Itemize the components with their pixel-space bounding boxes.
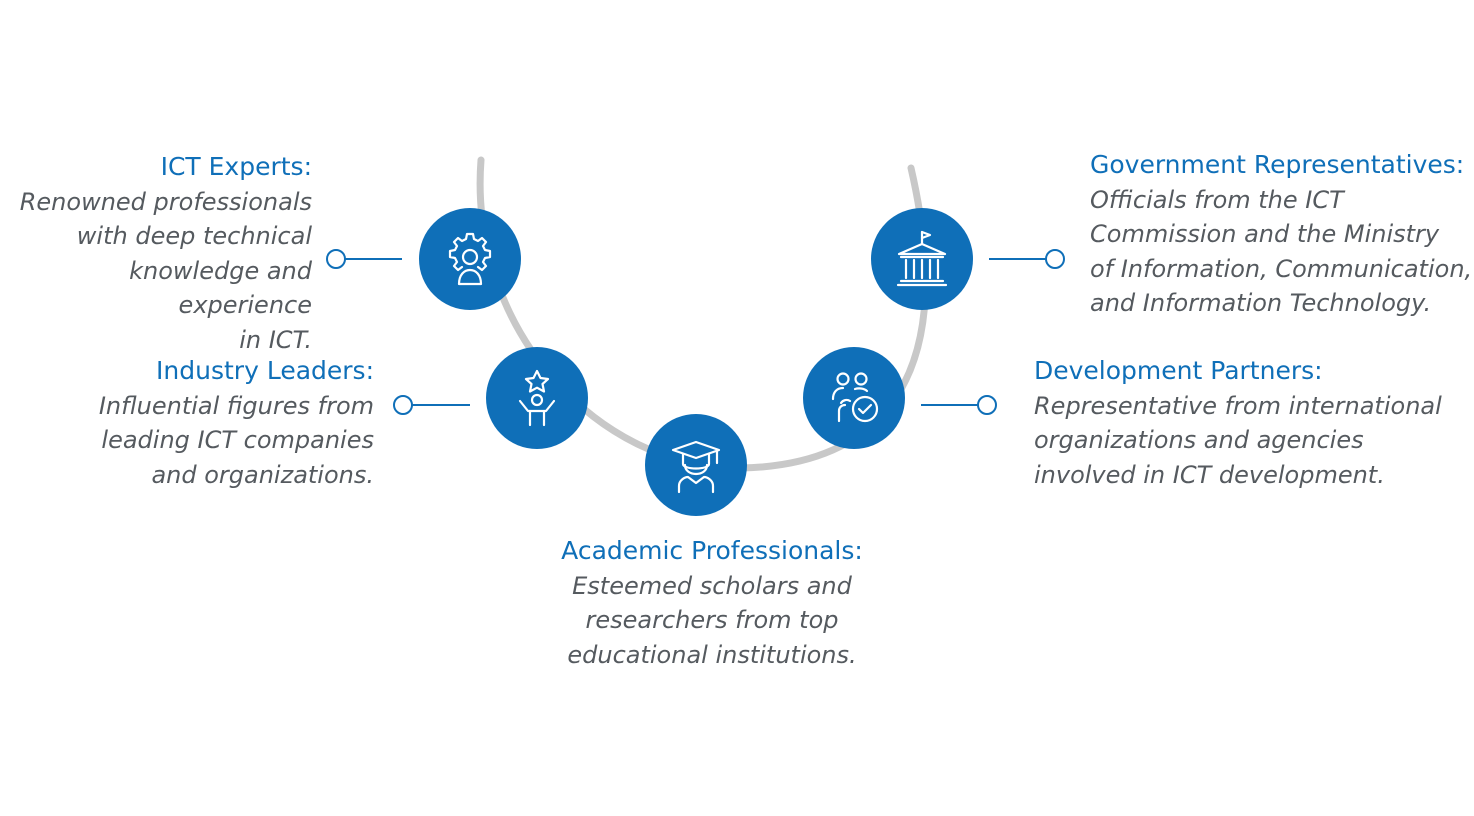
stakeholder-title: Government Representatives: (1090, 150, 1465, 179)
connector-industry-leaders (393, 395, 470, 415)
connector-government-representatives (989, 249, 1065, 269)
connector-ict-experts (326, 249, 402, 269)
government-building-icon (871, 208, 973, 310)
stakeholder-industry-leaders: Industry Leaders: Influential figures fr… (99, 354, 374, 492)
graduation-cap-icon (645, 414, 747, 516)
stakeholder-description: Officials from the ICT Commission and th… (1090, 185, 1473, 318)
stakeholder-description: Renowned professionals with deep technic… (19, 187, 312, 354)
stakeholder-description: Influential figures from leading ICT com… (98, 391, 374, 489)
stakeholder-title: Industry Leaders: (156, 356, 374, 385)
stakeholder-academic-professionals: Academic Professionals: Esteemed scholar… (542, 534, 882, 672)
stakeholder-title: ICT Experts: (160, 152, 312, 181)
stakeholder-description: Representative from international organi… (1034, 391, 1442, 489)
stakeholder-government-representatives: Government Representatives: Officials fr… (1090, 148, 1472, 321)
people-check-icon (803, 347, 905, 449)
stakeholder-development-partners: Development Partners: Representative fro… (1034, 354, 1442, 492)
stakeholder-title: Academic Professionals: (561, 536, 863, 565)
gear-person-icon (419, 208, 521, 310)
stakeholder-description: Esteemed scholars and researchers from t… (567, 571, 857, 669)
star-person-icon (486, 347, 588, 449)
stakeholder-title: Development Partners: (1034, 356, 1323, 385)
connector-development-partners (921, 395, 997, 415)
stakeholder-ict-experts: ICT Experts: Renowned professionals with… (0, 150, 312, 357)
